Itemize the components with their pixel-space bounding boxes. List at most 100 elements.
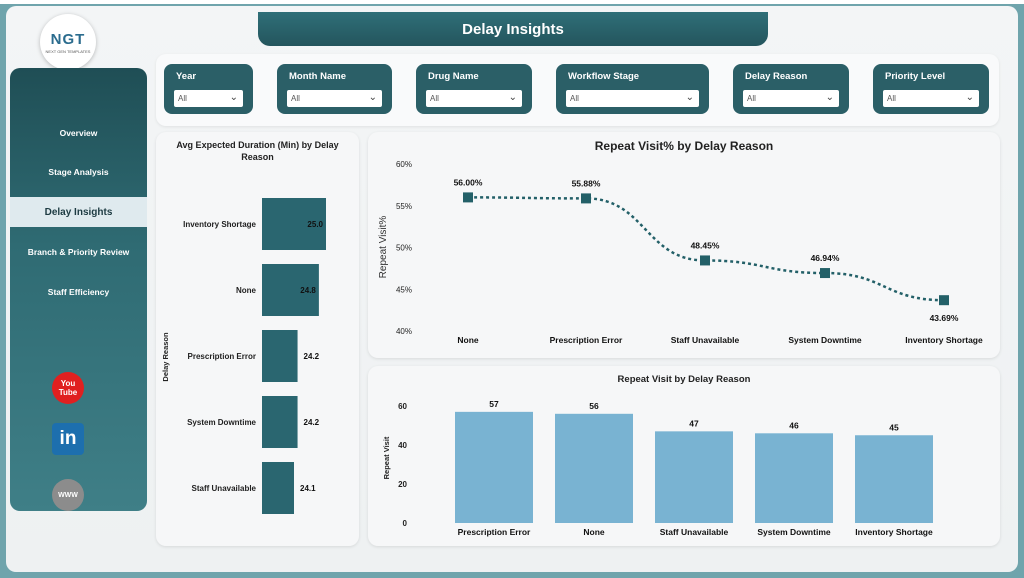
y-axis-label: Repeat Visit xyxy=(382,436,391,479)
bar xyxy=(262,198,326,250)
x-tick-label: Staff Unavailable xyxy=(660,527,729,537)
data-label: 46 xyxy=(789,420,799,430)
bar xyxy=(655,431,733,523)
filter-label: Month Name xyxy=(289,71,346,82)
sidebar-item-staff-efficiency[interactable]: Staff Efficiency xyxy=(47,287,110,297)
chevron-down-icon: ⌄ xyxy=(229,92,238,103)
filter-delay-reason: Delay Reason All ⌄ xyxy=(733,64,849,114)
y-tick-label: 40% xyxy=(396,327,412,336)
data-point xyxy=(939,295,949,306)
filter-drug-name: Drug Name All ⌄ xyxy=(416,64,532,114)
page-title: Delay Insights xyxy=(258,12,768,46)
repeat-visit-pct-chart: Repeat Visit% 40% 45% 50% 55% 60% 56.00% None 55… xyxy=(378,160,983,345)
month-name-dropdown[interactable]: All ⌄ xyxy=(287,90,382,107)
data-label: 45 xyxy=(889,422,899,432)
bar xyxy=(555,413,633,523)
bar xyxy=(262,462,294,514)
filter-label: Priority Level xyxy=(885,71,946,82)
repeat-visit-pct-panel: Repeat Visit% by Delay Reason Repeat Vis… xyxy=(368,132,1000,358)
youtube-label: You Tube xyxy=(58,379,78,397)
chevron-down-icon: ⌄ xyxy=(685,92,694,103)
data-label: 56 xyxy=(589,401,599,411)
y-tick-label: 60% xyxy=(396,160,412,169)
y-tick-label: 45% xyxy=(396,285,412,294)
filter-workflow-stage: Workflow Stage All ⌄ xyxy=(556,64,709,114)
youtube-icon[interactable]: You Tube xyxy=(52,372,84,404)
chevron-down-icon: ⌄ xyxy=(825,92,834,103)
y-axis-label: Repeat Visit% xyxy=(378,216,389,279)
x-tick-label: Prescription Error xyxy=(550,335,623,345)
sidebar-item-delay-insights[interactable]: Delay Insights xyxy=(10,197,147,227)
avg-duration-panel: Avg Expected Duration (Min) by Delay Rea… xyxy=(156,132,359,546)
x-tick-label: Inventory Shortage xyxy=(855,527,933,537)
sidebar-item-overview[interactable]: Overview xyxy=(59,128,98,138)
filter-bar: Year All ⌄ Month Name All ⌄ Drug Name All ⌄… xyxy=(156,54,999,126)
x-tick-label: Prescription Error xyxy=(458,527,531,537)
data-label: 56.00% xyxy=(454,177,483,187)
bar xyxy=(755,433,833,523)
repeat-visit-panel: Repeat Visit by Delay Reason Repeat Visi… xyxy=(368,366,1000,546)
filter-label: Delay Reason xyxy=(745,71,808,82)
data-label: 48.45% xyxy=(691,240,720,250)
bar xyxy=(455,411,533,523)
sidebar-item-stage-analysis[interactable]: Stage Analysis xyxy=(48,167,109,177)
chevron-down-icon: ⌄ xyxy=(368,92,377,103)
linkedin-label: in xyxy=(59,428,77,449)
data-label: 43.69% xyxy=(930,313,959,323)
chart-title: Repeat Visit% by Delay Reason xyxy=(594,139,774,153)
y-tick-label: 55% xyxy=(396,202,412,211)
data-label: 46.94% xyxy=(811,253,840,263)
linkedin-icon[interactable]: in xyxy=(52,423,84,455)
logo-subtext: NEXT GEN TEMPLATES xyxy=(45,48,91,54)
sidebar-item-branch-priority-review[interactable]: Branch & Priority Review xyxy=(27,247,130,257)
data-label: 24.2 xyxy=(304,352,320,361)
data-label: 24.2 xyxy=(304,418,320,427)
filter-year: Year All ⌄ xyxy=(164,64,253,114)
x-tick-label: Staff Unavailable xyxy=(671,335,740,345)
filter-priority-level: Priority Level All ⌄ xyxy=(873,64,989,114)
website-globe-icon[interactable]: WWW xyxy=(52,479,84,511)
y-tick-label: 50% xyxy=(396,244,412,253)
y-tick-label: 60 xyxy=(398,402,407,411)
y-tick-label: 0 xyxy=(403,519,408,528)
delay-reason-dropdown[interactable]: All ⌄ xyxy=(743,90,839,107)
x-tick-label: None xyxy=(457,335,479,345)
drug-name-dropdown[interactable]: All ⌄ xyxy=(426,90,522,107)
y-tick-label: 40 xyxy=(398,441,407,450)
bar xyxy=(262,264,319,316)
y-tick-label: 20 xyxy=(398,480,407,489)
priority-level-dropdown[interactable]: All ⌄ xyxy=(883,90,979,107)
bar xyxy=(262,396,298,448)
filter-month-name: Month Name All ⌄ xyxy=(277,64,392,114)
dropdown-value: All xyxy=(178,94,187,103)
x-tick-label: System Downtime xyxy=(788,335,861,345)
avg-duration-chart: Delay Reason Inventory Shortage 25.0 None 24… xyxy=(161,198,326,514)
data-label: 57 xyxy=(489,399,499,409)
data-point xyxy=(700,255,710,266)
filter-label: Drug Name xyxy=(428,71,479,82)
data-point xyxy=(820,268,830,279)
year-dropdown[interactable]: All ⌄ xyxy=(174,90,243,107)
y-axis-label: Delay Reason xyxy=(161,332,170,382)
data-point xyxy=(581,193,591,204)
category-label: Staff Unavailable xyxy=(192,484,257,493)
top-strip xyxy=(0,0,1024,4)
data-label: 55.88% xyxy=(572,178,601,188)
data-label: 24.1 xyxy=(300,484,316,493)
dropdown-value: All xyxy=(570,94,579,103)
chevron-down-icon: ⌄ xyxy=(508,92,517,103)
category-label: Prescription Error xyxy=(188,352,256,361)
bar xyxy=(262,330,298,382)
bar xyxy=(855,435,933,523)
x-tick-label: Inventory Shortage xyxy=(905,335,983,345)
data-label: 47 xyxy=(689,418,699,428)
logo-text: NGT xyxy=(50,30,86,48)
brand-logo: NGT NEXT GEN TEMPLATES xyxy=(40,14,96,70)
repeat-visit-chart: Repeat Visit 0 20 40 60 57 Prescription Error 5… xyxy=(382,399,933,537)
workflow-stage-dropdown[interactable]: All ⌄ xyxy=(566,90,699,107)
category-label: None xyxy=(236,286,257,295)
x-tick-label: System Downtime xyxy=(757,527,830,537)
data-label: 25.0 xyxy=(307,220,323,229)
series-line xyxy=(467,196,945,302)
chart-title: Repeat Visit by Delay Reason xyxy=(617,374,751,385)
